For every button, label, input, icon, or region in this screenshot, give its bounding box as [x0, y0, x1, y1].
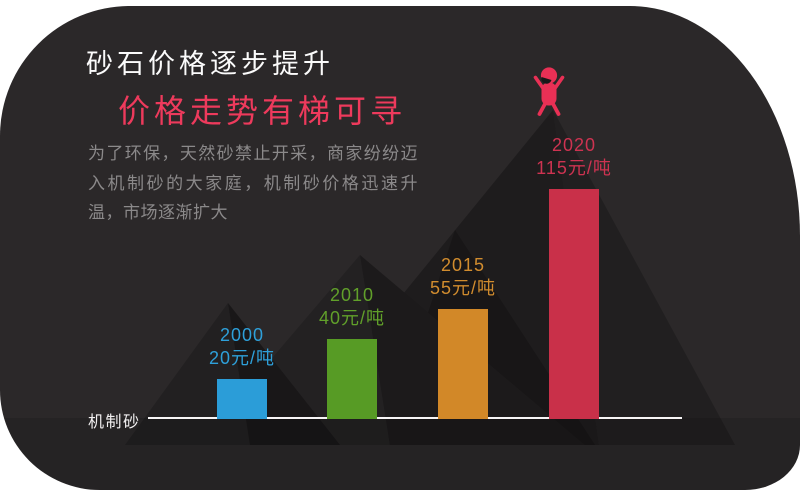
ground-shadow-band — [0, 418, 800, 490]
bar-label-2020: 2020 115元/吨 — [504, 134, 644, 180]
bar-year-label: 2015 — [440, 255, 486, 275]
bar-price-label: 40元/吨 — [318, 308, 386, 328]
description-paragraph: 为了环保，天然砂禁止开采，商家纷纷迈入机制砂的大家庭，机制砂价格迅速升温，市场逐… — [88, 144, 418, 222]
bars-group — [217, 189, 599, 419]
chart-scene — [0, 67, 800, 490]
baseline-axis — [148, 417, 682, 419]
baseline-axis-label: 机制砂 — [88, 414, 141, 431]
bar-price-label: 20元/吨 — [208, 348, 276, 368]
person-icon — [533, 67, 565, 116]
bar-2000 — [217, 379, 267, 419]
bar-2015 — [438, 309, 488, 419]
bar-price-label: 115元/吨 — [536, 158, 612, 178]
bar-2020 — [549, 189, 599, 419]
bar-label-2000: 2000 20元/吨 — [172, 324, 312, 370]
person-smile — [541, 77, 552, 84]
bar-2010 — [327, 339, 377, 419]
page-subtitle: 价格走势有梯可寻 — [118, 93, 407, 129]
bar-year-label: 2020 — [551, 135, 597, 155]
bar-year-label: 2010 — [329, 285, 375, 305]
bar-year-label: 2000 — [219, 325, 265, 345]
bar-label-2015: 2015 55元/吨 — [393, 254, 533, 300]
background-blob — [0, 6, 800, 490]
bar-price-label: 55元/吨 — [429, 278, 497, 298]
bar-label-2010: 2010 40元/吨 — [282, 284, 422, 330]
page-title: 砂石价格逐步提升 — [86, 49, 334, 79]
